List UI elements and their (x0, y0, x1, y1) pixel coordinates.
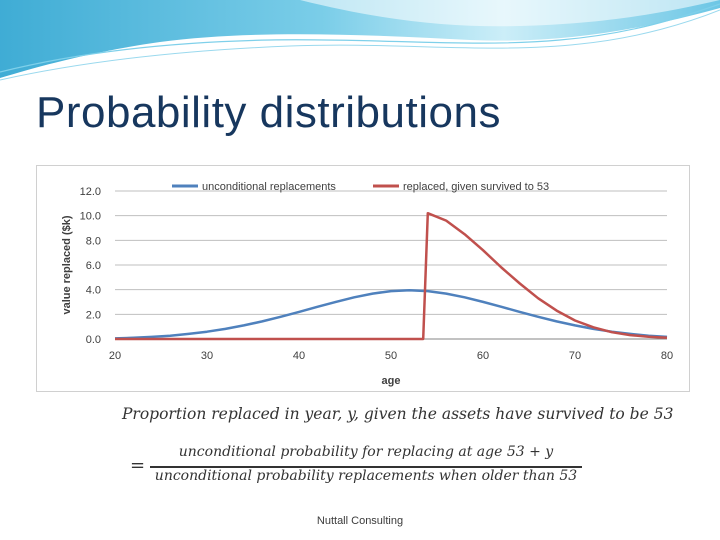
legend-label: unconditional replacements (202, 181, 336, 193)
formula-numerator: unconditional probability for replacing … (178, 444, 554, 460)
y-tick-label: 0.0 (86, 334, 101, 346)
formula-fraction-bar (150, 466, 582, 468)
legend-label: replaced, given survived to 53 (403, 181, 549, 193)
chart-container: 0.0 2.0 4.0 6.0 8.0 10.0 12.0 20 30 40 50 60 70 80 age… (36, 165, 690, 392)
formula-denominator: unconditional probability replacements w… (154, 468, 578, 484)
series-line-conditional (115, 211, 668, 341)
line-chart: 0.0 2.0 4.0 6.0 8.0 10.0 12.0 20 30 40 50 60 70 80 age… (61, 181, 673, 387)
y-tick-label: 8.0 (86, 235, 101, 247)
x-tick-label: 80 (661, 350, 673, 362)
formula-statement: Proportion replaced in year, y, given th… (122, 405, 674, 423)
slide-title: Probability distributions (36, 88, 501, 137)
x-tick-label: 50 (385, 350, 397, 362)
y-tick-label: 10.0 (80, 211, 101, 223)
x-tick-label: 40 (293, 350, 305, 362)
y-tick-label: 4.0 (86, 285, 101, 297)
series-line-unconditional (114, 288, 668, 340)
x-axis-label: age (382, 375, 401, 387)
y-axis-label: value replaced ($k) (61, 215, 73, 314)
y-tick-label: 12.0 (80, 186, 101, 198)
x-tick-label: 70 (569, 350, 581, 362)
conditional-probability-formula: Proportion replaced in year, y, given th… (122, 405, 673, 500)
x-tick-label: 20 (109, 350, 121, 362)
y-tick-label: 6.0 (86, 260, 101, 272)
formula-equals-sign: = (130, 455, 146, 476)
y-tick-label: 2.0 (86, 309, 101, 321)
x-tick-label: 30 (201, 350, 213, 362)
x-tick-label: 60 (477, 350, 489, 362)
footer-text: Nuttall Consulting (316, 515, 404, 527)
decorative-header-wave (0, 0, 720, 81)
